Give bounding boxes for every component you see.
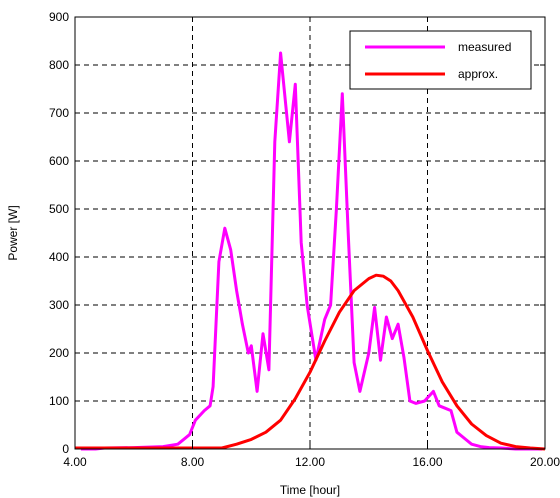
y-tick-label-7: 700 [49,106,69,120]
axis-ticks [74,16,546,450]
legend-label-approx: approx. [458,67,498,81]
tick-labels: 4.00 8.00 12.00 16.00 20.00 0 100 200 300 400 500 6… [49,10,560,469]
series-line-approx [75,273,546,451]
y-tick-label-4: 400 [49,250,69,264]
y-tick-label-8: 800 [49,58,69,72]
legend-box [349,30,532,90]
x-tick-label-1: 8.00 [181,455,205,469]
y-tick-label-9: 900 [49,10,69,24]
x-tick-label-0: 4.00 [63,455,87,469]
y-tick-label-1: 100 [49,394,69,408]
series-lines [75,51,546,451]
y-axis-label: Power [W] [6,205,20,260]
x-tick-label-2: 12.00 [295,455,325,469]
x-tick-label-3: 16.00 [412,455,442,469]
y-tick-label-2: 200 [49,346,69,360]
series-line-measured [80,51,543,451]
legend: measured approx. [349,30,532,90]
y-tick-label-3: 300 [49,298,69,312]
x-tick-label-4: 20.00 [530,455,560,469]
y-tick-label-5: 500 [49,202,69,216]
y-tick-label-6: 600 [49,154,69,168]
x-axis-label: Time [hour] [280,483,340,497]
y-tick-label-0: 0 [62,442,69,456]
legend-label-measured: measured [458,40,511,54]
